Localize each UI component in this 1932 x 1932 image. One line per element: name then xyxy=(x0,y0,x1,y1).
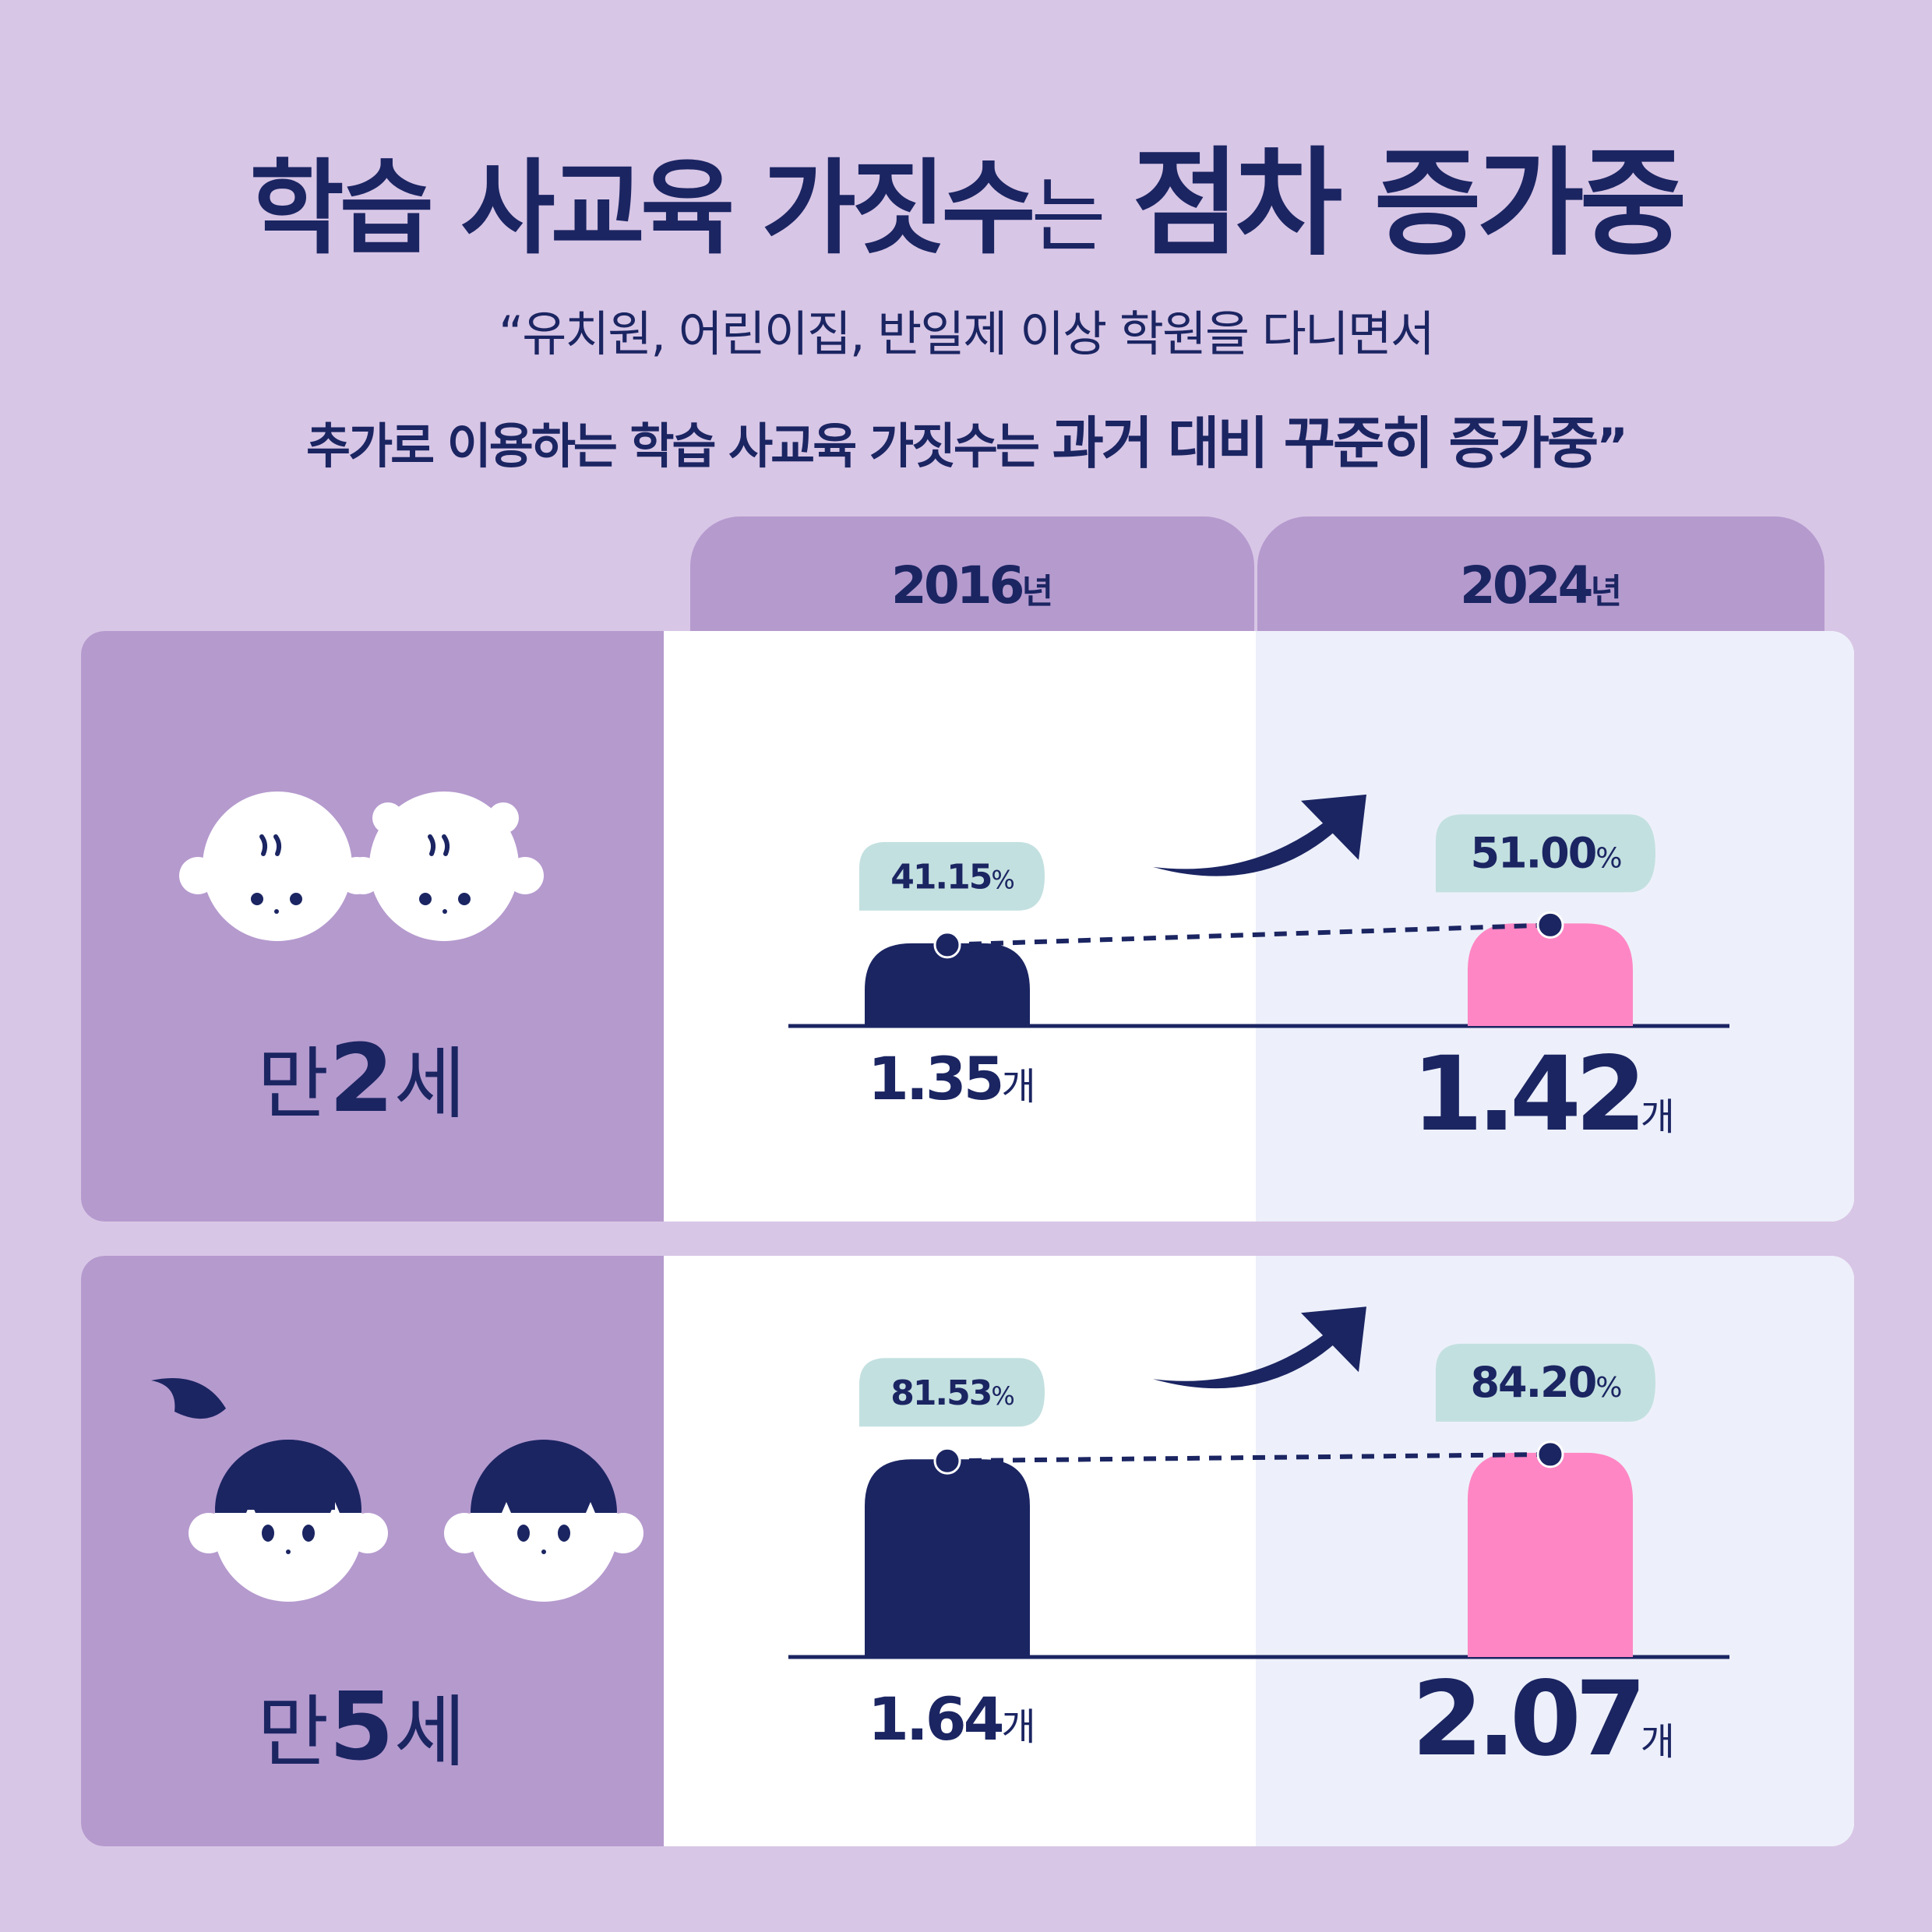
trend-up-arrow-icon xyxy=(1153,794,1366,876)
value-label-2024: 2.07개 xyxy=(1412,1659,1675,1779)
percent-pill-2024: 84.20% xyxy=(1436,1343,1655,1422)
value-number: 2.07 xyxy=(1412,1659,1647,1779)
page-title: 학습 사교육 가짓수는 점차 증가중 xyxy=(0,109,1932,278)
pill-background xyxy=(859,1358,1045,1427)
title-main: 학습 사교육 가짓수 xyxy=(249,149,1035,269)
pill-background xyxy=(1436,814,1655,893)
point-2016 xyxy=(933,1447,961,1475)
arrow-head xyxy=(1301,1306,1366,1373)
title-emphasis: 점차 증가중 xyxy=(1132,136,1687,272)
value-number: 1.42 xyxy=(1412,1035,1647,1155)
column-header-2024: 2024년 xyxy=(1257,516,1824,633)
boy-bangs-icon xyxy=(444,1440,643,1602)
baby-girl-icon xyxy=(344,791,544,941)
percent-pill-2016: 41.15% xyxy=(859,841,1045,911)
age-panel xyxy=(81,631,664,1222)
bar-chart-age-2: 41.15% 51.00% xyxy=(788,794,1729,1028)
bar-2016 xyxy=(865,1459,1030,1657)
title-particle: 는 xyxy=(1031,168,1106,263)
bar-chart-age-5: 81.53% 84.20% xyxy=(788,1306,1729,1659)
value-number: 1.35 xyxy=(868,1044,1005,1113)
age-suffix: 세 xyxy=(393,1038,466,1130)
age-prefix: 만 xyxy=(257,1038,330,1130)
point-2016 xyxy=(933,931,961,959)
trend-dashed-line xyxy=(947,922,1551,947)
percent-unit: % xyxy=(1595,842,1621,874)
age-number: 5 xyxy=(329,1673,394,1782)
value-unit: 개 xyxy=(1001,1065,1036,1109)
year-label: 2016 xyxy=(890,555,1025,615)
arrow-shaft xyxy=(1153,1325,1343,1389)
girl-ponytail-icon xyxy=(151,1377,388,1602)
arrow-head xyxy=(1301,794,1366,860)
bar-2016 xyxy=(865,943,1030,1026)
percent-pill-2016: 81.53% xyxy=(859,1358,1045,1427)
value-label-2016: 1.35개 xyxy=(868,1044,1036,1113)
column-header-2016: 2016년 xyxy=(690,516,1254,633)
year-label: 2024 xyxy=(1459,555,1594,615)
age-suffix: 세 xyxy=(393,1687,466,1778)
subtitle-line2-text: 추가로 이용하는 학습 사교육 가짓수는 xyxy=(306,418,1040,474)
point-2024 xyxy=(1536,911,1564,939)
trend-dashed-line xyxy=(947,1451,1551,1464)
child-faces xyxy=(151,1377,643,1602)
percent-pill-2024: 51.00% xyxy=(1436,814,1655,893)
arrow-shaft xyxy=(1153,813,1343,876)
bar-2024 xyxy=(1468,1452,1633,1657)
point-2024 xyxy=(1536,1440,1564,1468)
baby-faces xyxy=(179,791,544,941)
row-age-5: 만5세 81.53% 84.20% 1.64개 2.07개 xyxy=(81,1256,1854,1846)
percent-unit: % xyxy=(991,1381,1014,1411)
age-label: 만2세 xyxy=(81,1021,642,1133)
bar-2024 xyxy=(1468,923,1633,1026)
subtitle-line2-emphasis: 과거 대비 꾸준히 증가중 xyxy=(1052,411,1599,476)
pill-background xyxy=(1436,1343,1655,1422)
row-age-2: 만2세 41.15% 51.00% 1.35개 1.42개 xyxy=(81,631,1854,1222)
subtitle-line1: “유치원, 어린이집, 반일제 이상 학원을 다니면서 xyxy=(499,305,1435,362)
trend-up-arrow-icon xyxy=(1153,1306,1366,1389)
value-unit: 개 xyxy=(1640,1720,1675,1764)
age-label: 만5세 xyxy=(81,1669,642,1782)
subtitle-close-quote: ” xyxy=(1596,418,1628,474)
percent-unit: % xyxy=(1595,1372,1621,1404)
percent-unit: % xyxy=(991,866,1014,895)
age-number: 2 xyxy=(329,1025,394,1133)
subtitle-line2: 추가로 이용하는 학습 사교육 가짓수는 과거 대비 꾸준히 증가중” xyxy=(0,397,1932,479)
value-label-2024: 1.42개 xyxy=(1412,1035,1675,1155)
year-unit: 년 xyxy=(1590,572,1623,612)
year-unit: 년 xyxy=(1021,572,1054,612)
value-unit: 개 xyxy=(1001,1705,1036,1749)
value-number: 1.64 xyxy=(868,1684,1005,1754)
age-prefix: 만 xyxy=(257,1687,330,1778)
value-label-2016: 1.64개 xyxy=(868,1684,1036,1754)
pill-background xyxy=(859,841,1045,911)
value-unit: 개 xyxy=(1640,1095,1675,1139)
